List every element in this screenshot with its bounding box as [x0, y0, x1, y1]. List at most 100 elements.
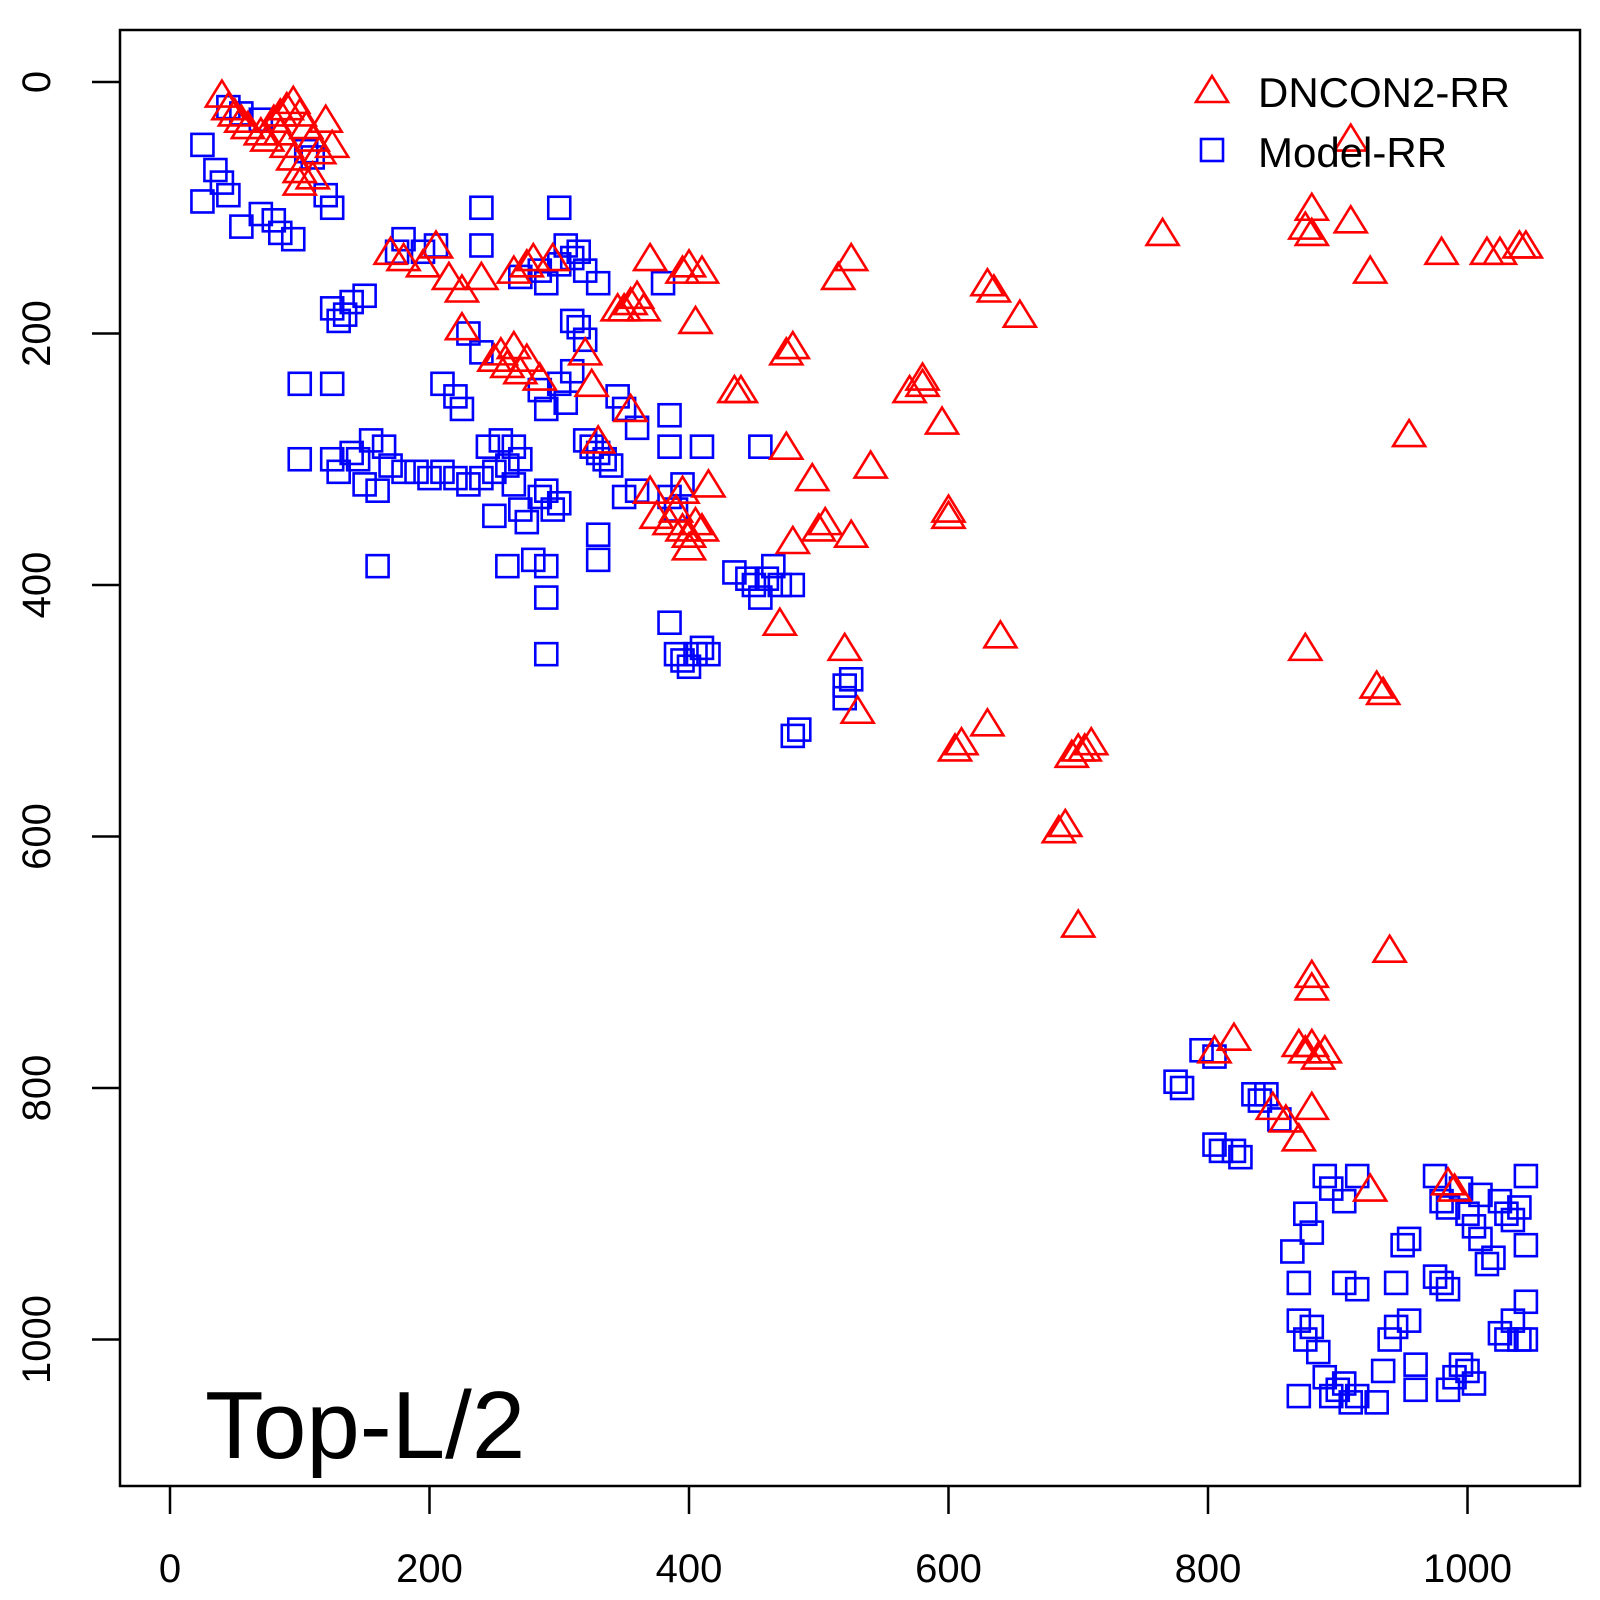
point-model-rr	[1513, 1163, 1539, 1189]
point-model-rr	[1293, 1201, 1318, 1227]
legend-label-dncon2-rr: DNCON2-RR	[1258, 69, 1510, 116]
point-model-rr	[1208, 1138, 1234, 1164]
point-model-rr	[1228, 1144, 1253, 1170]
point-model-rr	[533, 396, 559, 422]
point-model-rr	[1468, 1226, 1493, 1252]
point-dncon2-rr	[683, 511, 721, 542]
point-model-rr	[417, 465, 442, 491]
point-dncon2-rr	[1332, 122, 1370, 152]
point-dncon2-rr	[566, 335, 604, 366]
point-dncon2-rr	[677, 505, 714, 536]
point-model-rr	[495, 553, 520, 579]
point-model-rr	[832, 673, 858, 698]
point-dncon2-rr	[832, 241, 870, 272]
point-dncon2-rr	[443, 310, 481, 341]
point-model-rr	[482, 459, 507, 485]
point-model-rr	[1403, 1352, 1428, 1377]
point-dncon2-rr	[774, 524, 812, 555]
point-model-rr	[430, 371, 455, 397]
point-model-rr	[670, 472, 695, 497]
point-model-rr	[689, 635, 715, 661]
point-dncon2-rr	[1371, 933, 1408, 963]
point-dncon2-rr	[1280, 1121, 1318, 1152]
point-model-rr	[1202, 1132, 1227, 1157]
point-model-rr	[352, 472, 377, 497]
point-model-rr	[1331, 1270, 1357, 1296]
point-dncon2-rr	[1059, 908, 1097, 938]
point-dncon2-rr	[975, 273, 1013, 303]
legend-label-model-rr: Model-RR	[1258, 129, 1447, 176]
point-model-rr	[319, 446, 345, 472]
point-dncon2-rr	[210, 90, 247, 121]
point-model-rr	[339, 289, 364, 315]
point-model-rr	[287, 371, 313, 397]
point-dncon2-rr	[1046, 807, 1084, 838]
point-model-rr	[559, 308, 585, 334]
point-dncon2-rr	[1066, 731, 1104, 762]
point-model-rr	[1442, 1364, 1467, 1390]
point-model-rr	[1422, 1264, 1448, 1289]
point-model-rr	[1299, 1314, 1325, 1340]
point-model-rr	[585, 522, 611, 548]
legend: DNCON2-RR Model-RR	[1193, 69, 1510, 176]
point-model-rr	[663, 641, 689, 667]
x-tick-label: 400	[656, 1547, 723, 1591]
point-model-rr	[1474, 1251, 1500, 1277]
point-model-rr	[1280, 1239, 1305, 1264]
point-dncon2-rr	[677, 304, 714, 335]
point-dncon2-rr	[819, 260, 857, 291]
point-model-rr	[1487, 1188, 1513, 1214]
point-dncon2-rr	[690, 467, 727, 498]
point-model-rr	[1286, 1383, 1312, 1409]
point-model-rr	[319, 296, 345, 321]
y-tick-label: 200	[15, 300, 59, 367]
point-model-rr	[1461, 1371, 1487, 1396]
point-model-rr	[1403, 1377, 1428, 1403]
point-dncon2-rr	[223, 103, 260, 134]
point-model-rr	[657, 402, 682, 428]
point-model-rr	[780, 723, 806, 749]
point-model-rr	[495, 453, 520, 478]
point-dncon2-rr	[832, 518, 870, 548]
point-model-rr	[1299, 1220, 1325, 1245]
point-model-rr	[501, 434, 527, 459]
point-dncon2-rr	[385, 241, 422, 272]
point-dncon2-rr	[1072, 725, 1110, 756]
point-model-rr	[1169, 1075, 1195, 1101]
point-model-rr	[216, 182, 241, 208]
point-dncon2-rr	[1436, 1172, 1473, 1202]
point-dncon2-rr	[631, 241, 669, 272]
point-model-rr	[261, 208, 287, 233]
point-model-rr	[546, 371, 572, 397]
point-model-rr	[741, 572, 767, 598]
point-model-rr	[657, 434, 682, 459]
point-model-rr	[229, 214, 254, 239]
point-model-rr	[553, 390, 579, 415]
point-model-rr	[761, 553, 786, 579]
point-model-rr	[1383, 1314, 1409, 1340]
point-model-rr	[1396, 1308, 1422, 1333]
point-dncon2-rr	[664, 511, 701, 542]
point-model-rr	[1338, 1390, 1364, 1415]
point-model-rr	[780, 572, 806, 598]
point-dncon2-rr	[1293, 970, 1331, 1001]
point-dncon2-rr	[625, 291, 662, 322]
point-model-rr	[319, 195, 345, 221]
point-model-rr	[501, 472, 527, 497]
x-tick-label: 0	[159, 1547, 181, 1591]
point-model-rr	[748, 585, 773, 610]
point-dncon2-rr	[1293, 216, 1331, 247]
point-model-rr	[533, 585, 559, 610]
point-model-rr	[1305, 1339, 1331, 1365]
point-dncon2-rr	[664, 254, 701, 284]
point-model-rr	[533, 270, 559, 296]
point-dncon2-rr	[1423, 235, 1460, 266]
point-dncon2-rr	[664, 474, 701, 504]
point-model-rr	[546, 490, 572, 516]
point-model-rr	[1344, 1383, 1370, 1409]
point-model-rr	[676, 654, 702, 680]
point-model-rr	[533, 478, 559, 503]
point-model-rr	[248, 201, 274, 227]
point-model-rr	[533, 641, 559, 667]
